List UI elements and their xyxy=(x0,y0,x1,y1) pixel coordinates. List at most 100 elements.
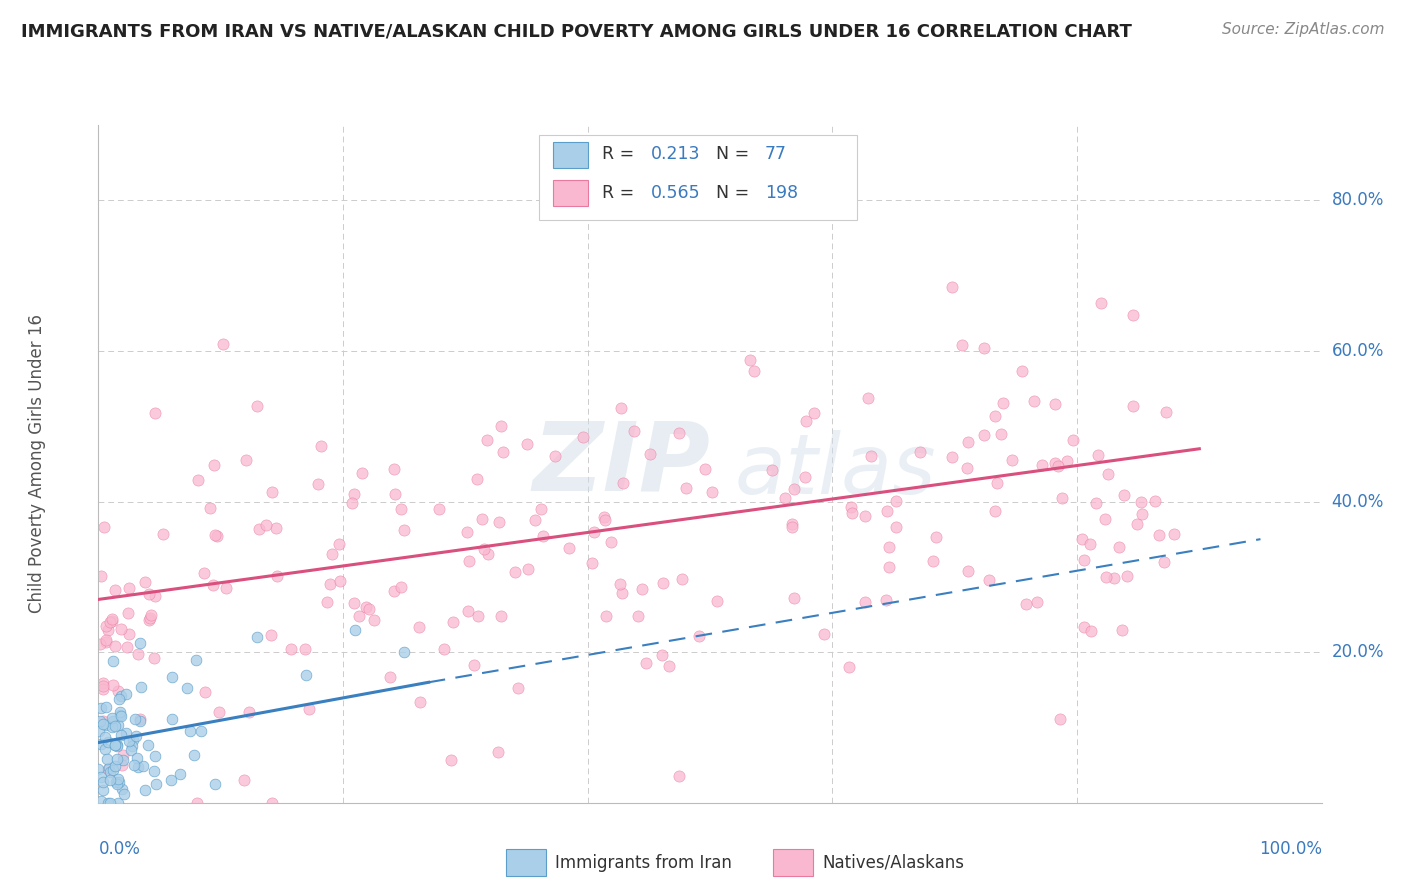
Text: Source: ZipAtlas.com: Source: ZipAtlas.com xyxy=(1222,22,1385,37)
Text: 40.0%: 40.0% xyxy=(1331,492,1384,510)
Point xyxy=(235,452,257,467)
Point xyxy=(111,758,134,772)
Point xyxy=(138,587,160,601)
Point xyxy=(856,392,879,406)
Point xyxy=(467,608,489,623)
Point xyxy=(111,782,134,797)
Point xyxy=(134,782,156,797)
Point xyxy=(609,577,631,591)
Point xyxy=(264,521,287,535)
Point xyxy=(853,509,876,524)
Point xyxy=(344,623,367,637)
Point xyxy=(115,687,138,701)
Point xyxy=(984,504,1007,518)
Point xyxy=(486,746,509,760)
Point xyxy=(318,577,340,591)
Point xyxy=(340,496,363,510)
Point xyxy=(107,772,129,786)
Point xyxy=(1073,553,1095,567)
Point xyxy=(472,541,495,556)
Bar xyxy=(554,180,588,206)
Point xyxy=(94,619,117,633)
Point xyxy=(97,762,120,776)
Text: N =: N = xyxy=(716,145,755,163)
Point xyxy=(307,477,329,491)
Point xyxy=(780,520,803,534)
Point xyxy=(427,502,450,516)
Point xyxy=(121,739,143,754)
Point xyxy=(1050,491,1073,505)
Point xyxy=(179,724,201,739)
Point xyxy=(706,594,728,608)
Point xyxy=(530,502,553,516)
Point xyxy=(492,445,515,459)
Point xyxy=(783,591,806,605)
Point xyxy=(145,776,167,790)
Point xyxy=(89,637,111,651)
Text: 100.0%: 100.0% xyxy=(1258,840,1322,858)
Point xyxy=(101,654,124,668)
Point xyxy=(89,723,111,738)
Point xyxy=(143,749,166,764)
Point xyxy=(101,714,124,728)
Text: 77: 77 xyxy=(765,145,787,163)
Point xyxy=(260,796,283,810)
Point xyxy=(93,730,115,744)
Point xyxy=(108,708,131,723)
Point xyxy=(581,556,603,570)
Point xyxy=(457,604,479,618)
Text: 80.0%: 80.0% xyxy=(1331,191,1384,210)
Point xyxy=(595,608,617,623)
Point xyxy=(260,485,283,500)
Point xyxy=(204,528,226,542)
Point xyxy=(100,710,122,724)
Point xyxy=(440,752,463,766)
Point xyxy=(107,796,129,810)
Point xyxy=(105,739,128,754)
Point xyxy=(343,487,366,501)
Point xyxy=(107,684,129,698)
Point xyxy=(384,486,406,500)
Point xyxy=(1001,452,1024,467)
Point xyxy=(558,541,581,556)
Text: Natives/Alaskans: Natives/Alaskans xyxy=(823,854,965,871)
Point xyxy=(1104,571,1126,585)
Point xyxy=(212,337,235,351)
Point xyxy=(111,747,134,762)
Point xyxy=(922,554,945,568)
Point xyxy=(1047,458,1070,473)
Point xyxy=(627,609,650,624)
Point xyxy=(908,444,931,458)
Point xyxy=(127,760,149,774)
Point xyxy=(94,635,117,649)
Point xyxy=(634,656,657,670)
Point xyxy=(129,712,152,726)
Point xyxy=(101,678,124,692)
Text: 0.565: 0.565 xyxy=(651,184,702,202)
Point xyxy=(294,641,316,656)
Point xyxy=(738,352,761,367)
Point xyxy=(187,473,209,487)
Point xyxy=(489,419,512,434)
Point xyxy=(571,429,593,443)
Point xyxy=(990,426,1012,441)
Point xyxy=(98,764,121,779)
Point xyxy=(1085,496,1108,510)
Point xyxy=(582,524,605,539)
Point xyxy=(610,401,633,415)
Point xyxy=(1147,528,1170,542)
Point xyxy=(956,460,979,475)
Point xyxy=(803,406,825,420)
Point xyxy=(128,636,150,650)
Point xyxy=(956,435,979,450)
Point xyxy=(129,680,152,694)
Point xyxy=(107,718,129,732)
Point xyxy=(839,500,862,515)
Point xyxy=(1071,532,1094,546)
Point xyxy=(91,717,114,731)
Point xyxy=(91,679,114,693)
Point xyxy=(143,764,166,778)
Point xyxy=(671,572,693,586)
Point xyxy=(780,516,803,531)
Point xyxy=(160,712,183,726)
